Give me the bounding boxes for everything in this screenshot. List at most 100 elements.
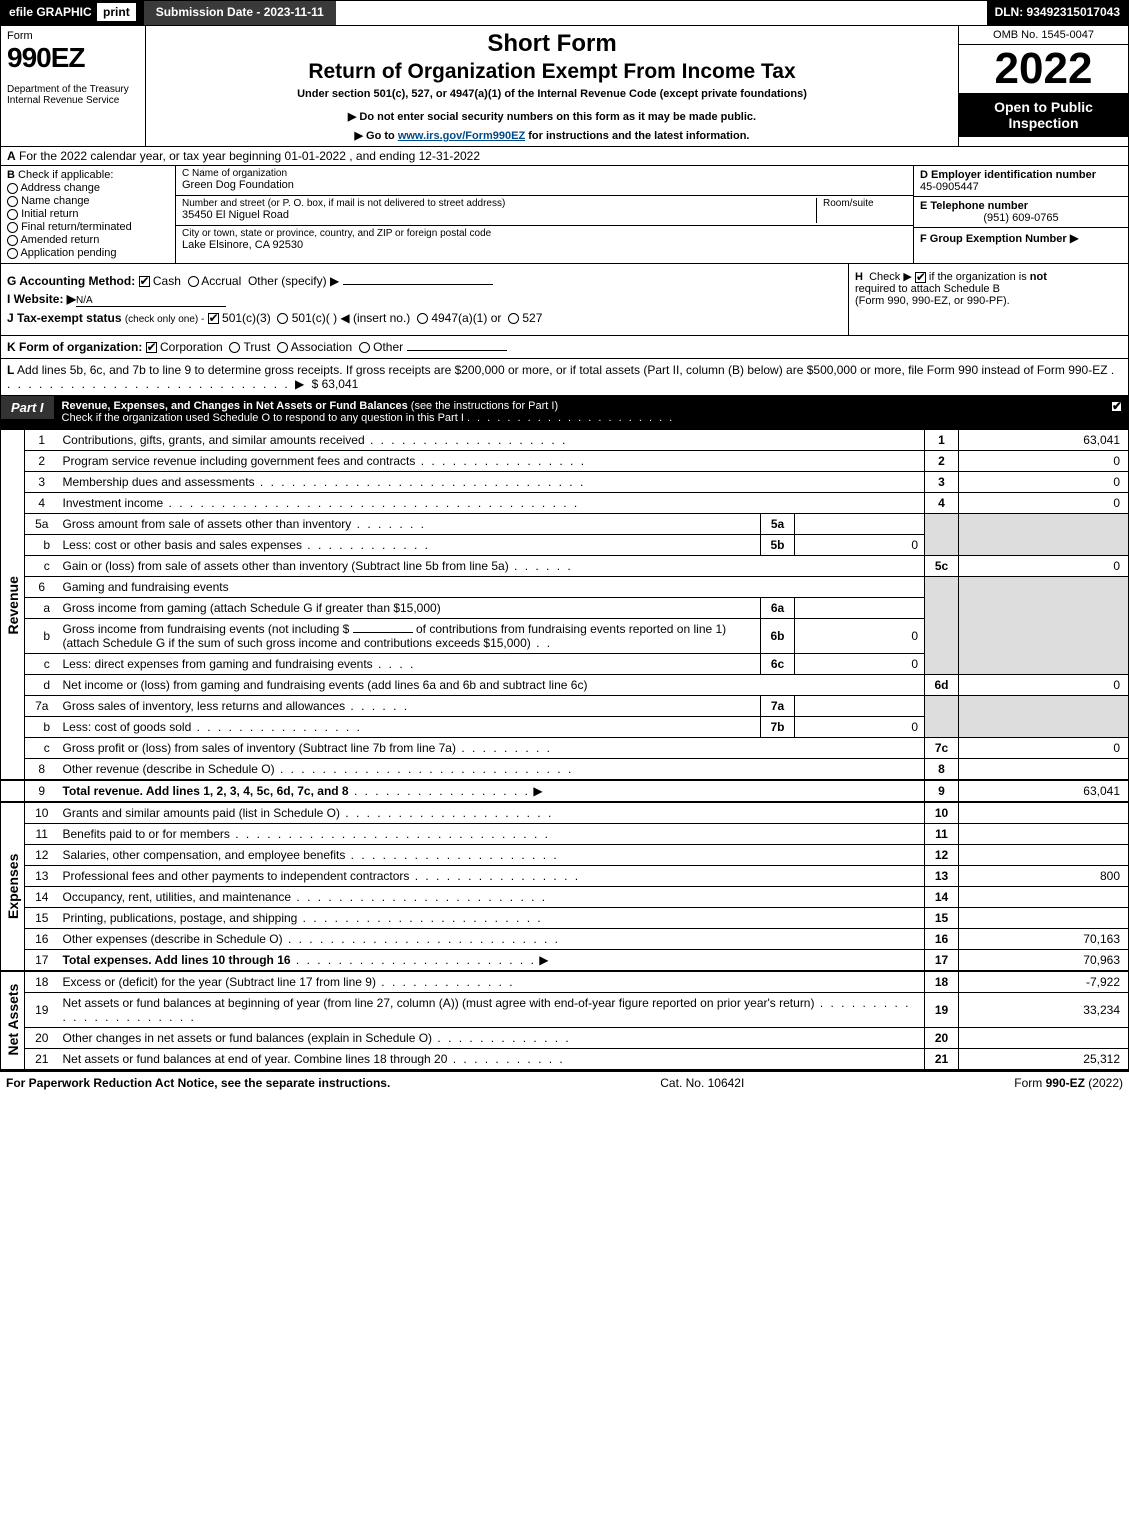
chk-association[interactable] — [277, 342, 288, 353]
chk-other-org[interactable] — [359, 342, 370, 353]
ln-5a-mn: 5a — [761, 514, 795, 535]
ln-6a-mn: 6a — [761, 598, 795, 619]
chk-accrual-label: Accrual — [201, 274, 241, 288]
chk-accrual[interactable] — [188, 276, 199, 287]
ln-7b-mv: 0 — [795, 717, 925, 738]
ln-20-cn: 20 — [925, 1028, 959, 1049]
ln-1-cn: 1 — [925, 430, 959, 451]
chk-final-return-label: Final return/terminated — [21, 221, 132, 233]
ln-6b-desc1: Gross income from fundraising events (no… — [63, 622, 350, 636]
ln-5a-num: 5a — [25, 514, 59, 535]
chk-other-org-label: Other — [373, 340, 403, 354]
ln-1-num: 1 — [25, 430, 59, 451]
line-i-label: I Website: ▶ — [7, 292, 76, 306]
ln-13-num: 13 — [25, 866, 59, 887]
chk-corporation-label: Corporation — [160, 340, 223, 354]
note-goto-pre: ▶ Go to — [355, 130, 398, 142]
ln-8-desc: Other revenue (describe in Schedule O) — [63, 762, 275, 776]
other-specify-input[interactable] — [343, 284, 493, 285]
ln-11-num: 11 — [25, 824, 59, 845]
ln-3-desc: Membership dues and assessments — [63, 475, 255, 489]
ln-8-num: 8 — [25, 759, 59, 781]
footer-right: Form 990-EZ (2022) — [1014, 1076, 1123, 1090]
chk-initial-return-label: Initial return — [21, 208, 78, 220]
chk-501c[interactable] — [277, 313, 288, 324]
chk-address-change[interactable]: Address change — [7, 182, 169, 194]
chk-h[interactable] — [915, 272, 926, 283]
chk-name-change[interactable]: Name change — [7, 195, 169, 207]
ln-6-desc: Gaming and fundraising events — [59, 577, 925, 598]
ln-20-val — [959, 1028, 1129, 1049]
ln-6a-num: a — [25, 598, 59, 619]
ln-5c-val: 0 — [959, 556, 1129, 577]
chk-trust[interactable] — [229, 342, 240, 353]
chk-corporation[interactable] — [146, 342, 157, 353]
ln-5a-desc: Gross amount from sale of assets other t… — [63, 517, 352, 531]
chk-501c3[interactable] — [208, 313, 219, 324]
ln-1-desc: Contributions, gifts, grants, and simila… — [63, 433, 365, 447]
block-bcdf: B Check if applicable: Address change Na… — [0, 166, 1129, 264]
ln-13-desc: Professional fees and other payments to … — [63, 869, 410, 883]
note-goto-post: for instructions and the latest informat… — [525, 130, 749, 142]
ln-5a-mv — [795, 514, 925, 535]
chk-schedule-o[interactable] — [1111, 401, 1122, 412]
irs-link[interactable]: www.irs.gov/Form990EZ — [398, 130, 525, 142]
chk-527[interactable] — [508, 313, 519, 324]
chk-initial-return[interactable]: Initial return — [7, 208, 169, 220]
ln-12-num: 12 — [25, 845, 59, 866]
ln-17-cn: 17 — [925, 950, 959, 972]
note-goto: ▶ Go to www.irs.gov/Form990EZ for instru… — [152, 129, 952, 142]
ln-16-desc: Other expenses (describe in Schedule O) — [63, 932, 283, 946]
chk-application-pending[interactable]: Application pending — [7, 247, 169, 259]
ln-20-num: 20 — [25, 1028, 59, 1049]
ln-14-cn: 14 — [925, 887, 959, 908]
note-ssn: ▶ Do not enter social security numbers o… — [152, 110, 952, 123]
subtitle-under: Under section 501(c), 527, or 4947(a)(1)… — [152, 88, 952, 100]
ln-6b-blank[interactable] — [353, 632, 413, 633]
ln-7c-cn: 7c — [925, 738, 959, 759]
ln-20-desc: Other changes in net assets or fund bala… — [63, 1031, 433, 1045]
title-return: Return of Organization Exempt From Incom… — [152, 60, 952, 84]
ln-6d-val: 0 — [959, 675, 1129, 696]
ln-3-num: 3 — [25, 472, 59, 493]
ln-21-val: 25,312 — [959, 1049, 1129, 1070]
ln-8-cn: 8 — [925, 759, 959, 781]
side-net-assets: Net Assets — [1, 971, 25, 1070]
ln-5b-mv: 0 — [795, 535, 925, 556]
line-h-check: Check ▶ — [869, 271, 912, 283]
room-label: Room/suite — [823, 198, 907, 209]
ln-17-val: 70,963 — [959, 950, 1129, 972]
addr-value: 35450 El Niguel Road — [182, 209, 810, 221]
chk-cash[interactable] — [139, 276, 150, 287]
ln-10-val — [959, 802, 1129, 824]
ln-7b-num: b — [25, 717, 59, 738]
ln-14-val — [959, 887, 1129, 908]
city-label: City or town, state or province, country… — [182, 228, 907, 239]
chk-4947[interactable] — [417, 313, 428, 324]
ln-3-cn: 3 — [925, 472, 959, 493]
line-l-label: L — [7, 363, 14, 377]
title-short-form: Short Form — [152, 30, 952, 58]
ln-2-cn: 2 — [925, 451, 959, 472]
chk-527-label: 527 — [522, 311, 542, 325]
ln-1-val: 63,041 — [959, 430, 1129, 451]
ln-4-desc: Investment income — [63, 496, 164, 510]
tax-year: 2022 — [959, 45, 1128, 93]
chk-final-return[interactable]: Final return/terminated — [7, 221, 169, 233]
ln-11-cn: 11 — [925, 824, 959, 845]
ln-9-desc: Total revenue. Add lines 1, 2, 3, 4, 5c,… — [63, 784, 349, 798]
efile-button[interactable]: efile GRAPHIC print — [1, 1, 144, 25]
part-1-table: Revenue 1 Contributions, gifts, grants, … — [0, 429, 1129, 1070]
line-j-label: J Tax-exempt status — [7, 311, 122, 325]
box-c: C Name of organization Green Dog Foundat… — [176, 166, 913, 263]
ln-5c-num: c — [25, 556, 59, 577]
header-left: Form 990EZ Department of the Treasury In… — [1, 26, 146, 146]
print-button[interactable]: print — [97, 3, 136, 21]
ln-7a-desc: Gross sales of inventory, less returns a… — [63, 699, 346, 713]
ln-15-desc: Printing, publications, postage, and shi… — [63, 911, 298, 925]
ln-3-val: 0 — [959, 472, 1129, 493]
box-def: D Employer identification number 45-0905… — [913, 166, 1128, 263]
chk-amended-return[interactable]: Amended return — [7, 234, 169, 246]
open-to-public: Open to Public Inspection — [959, 93, 1128, 137]
other-org-input[interactable] — [407, 350, 507, 351]
